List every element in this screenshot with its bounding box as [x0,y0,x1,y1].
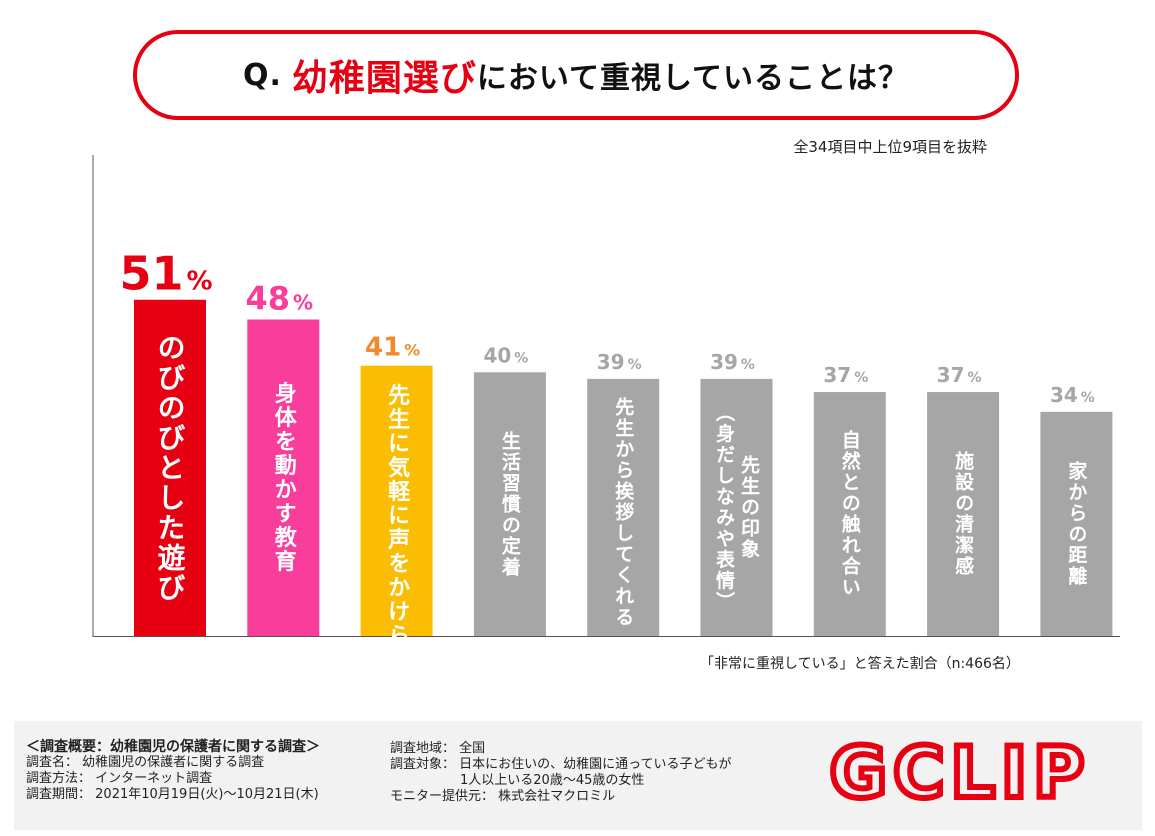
survey-value: 2021年10月19日(火)～10月21日(木) [95,787,319,802]
survey-summary: ＜調査概要：幼稚園児の保護者に関する調査＞ 調査名： 幼稚園児の保護者に関する調… [14,721,1142,830]
logo-text: GCLIP [830,735,1091,807]
value-label: 37% [823,363,868,387]
sample-note: 「非常に重視している」と答えた割合（n:466名） [700,656,1020,672]
title-suffix: において重視していることは？ [476,61,910,96]
bar [473,372,546,636]
category-label: 先生から挨拶してくれる [612,396,634,628]
survey-row: 調査対象： 日本にお住いの、幼稚園に通っている子どもが [390,757,732,773]
survey-summary-left: ＜調査概要：幼稚園児の保護者に関する調査＞ 調査名： 幼稚園児の保護者に関する調… [26,739,320,803]
category-label: 自然との触れ合い [839,429,861,598]
survey-value: インターネット調査 [95,771,213,786]
survey-value: 1人以上いる20歳～45歳の女性 [460,773,645,788]
bar [1040,411,1113,636]
bar [587,378,660,636]
survey-heading: ＜調査概要：幼稚園児の保護者に関する調査＞ [26,739,320,755]
value-label: 48% [246,280,314,318]
bar [247,319,320,636]
value-label: 39% [597,350,642,374]
survey-label: 調査名： [26,755,79,770]
survey-label: 調査期間： [26,787,92,802]
title-highlight: 幼稚園選び [291,58,477,99]
survey-row: 調査期間： 2021年10月19日(火)～10月21日(木) [26,787,320,803]
bar-chart: 51 % のびのびとした遊び 48 % 身体を動かす教育 41 % 先生に気軽に声をかけられる 4… [92,155,1120,696]
survey-row: 調査方法： インターネット調査 [26,771,320,787]
gclip-logo: GCLIP [827,735,1091,807]
survey-label: 調査方法： [26,771,92,786]
value-label: 39% [710,350,755,374]
survey-summary-right: 調査地域： 全国 調査対象： 日本にお住いの、幼稚園に通っている子どもが 1人以… [390,741,732,805]
value-label: 40% [483,343,528,367]
bar [927,392,1000,636]
survey-label: 調査対象： [390,757,456,772]
category-label: 先生の印象 [738,454,760,560]
category-label: 生活習慣の定着 [499,429,521,577]
value-label: 37% [937,363,982,387]
bar [360,365,433,636]
survey-row: 調査名： 幼稚園児の保護者に関する調査 [26,755,320,771]
survey-row: 1人以上いる20歳～45歳の女性 [390,773,732,789]
category-label: 家からの距離 [1065,460,1087,587]
bar [700,378,773,636]
title-prefix: Q. [242,57,282,93]
survey-label: モニター提供元： [390,789,495,804]
value-label: 51% [119,247,212,301]
category-label: （身だしなみや表情） [713,402,735,612]
survey-label: 調査地域： [390,741,456,756]
survey-value: 株式会社マクロミル [498,789,616,804]
category-label: 身体を動かす教育 [271,381,297,574]
category-label: のびのびとした遊び [154,333,187,603]
value-label: 41% [365,333,420,363]
survey-value: 全国 [459,741,486,756]
survey-row: モニター提供元： 株式会社マクロミル [390,789,732,805]
survey-value: 幼稚園児の保護者に関する調査 [82,755,265,770]
question-title: Q. 幼稚園選び において重視していることは？ [133,30,1019,120]
category-label: 先生に気軽に声をかけられる [384,384,411,696]
bar [134,299,206,636]
value-label: 34% [1050,383,1095,407]
bar [813,392,886,636]
survey-row: 調査地域： 全国 [390,741,732,757]
chart-subtitle: 全34項目中上位9項目を抜粋 [793,138,987,156]
category-label: 施設の清潔感 [952,450,974,577]
survey-value: 日本にお住いの、幼稚園に通っている子どもが [459,757,732,772]
